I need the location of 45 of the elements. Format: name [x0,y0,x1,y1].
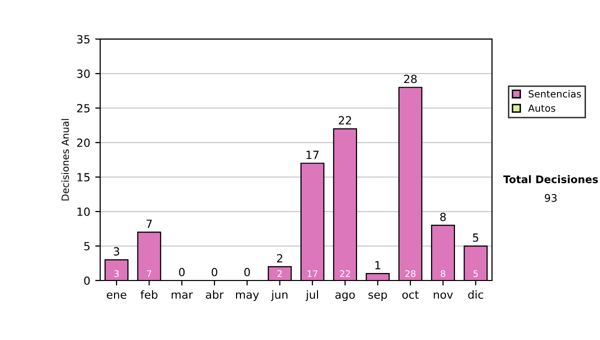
data-label: 7 [147,270,152,277]
y-tick-label: 35 [77,35,90,44]
total-label: 5 [473,234,478,242]
x-tick-label: may [236,292,259,301]
x-tick-label: nov [434,292,453,299]
total-label: 2 [277,254,282,262]
total-label: 22 [338,116,352,124]
data-label: 17 [308,270,318,277]
x-tick-label: oct [402,290,419,299]
x-tick-label: feb [140,290,158,299]
x-tick-label: jun [270,290,288,301]
total-label: 1 [375,261,380,270]
x-tick-label: mar [172,292,193,299]
text: Total Decisiones [503,175,598,184]
text: 93 [544,194,557,202]
legend-label: Sentencias [528,90,581,98]
y-tick-label: 30 [77,70,90,78]
data-label: 3 [114,270,119,278]
x-tick-label: ago [335,292,355,301]
total-label: 0 [244,268,250,276]
y-tick-label: 25 [77,104,90,112]
y-axis-title: Decisiones Anual [61,119,69,200]
total-label: 7 [146,220,152,228]
total-label: 28 [404,74,417,84]
data-label: 5 [474,270,478,278]
x-tick-label: sep [368,292,387,301]
y-tick-label: 10 [78,208,90,216]
y-tick-label: 15 [78,173,90,182]
x-tick-label: ene [106,292,126,299]
data-label: 2 [278,270,282,277]
y-tick-label: 0 [84,276,90,285]
y-tick-label: 5 [84,242,90,250]
total-label: 17 [306,150,319,159]
total-label: 3 [114,247,120,256]
total-label: 8 [440,212,446,222]
data-label: 28 [405,270,416,278]
x-tick-label: dic [468,290,484,299]
total-label: 0 [179,268,185,276]
data-label: 22 [340,270,350,277]
y-tick-label: 20 [77,138,90,147]
total-label: 0 [212,268,218,276]
legend-label: Autos [528,104,556,112]
x-tick-label: abr [206,290,224,299]
data-label: 8 [440,270,446,278]
x-tick-label: jul [306,290,318,301]
